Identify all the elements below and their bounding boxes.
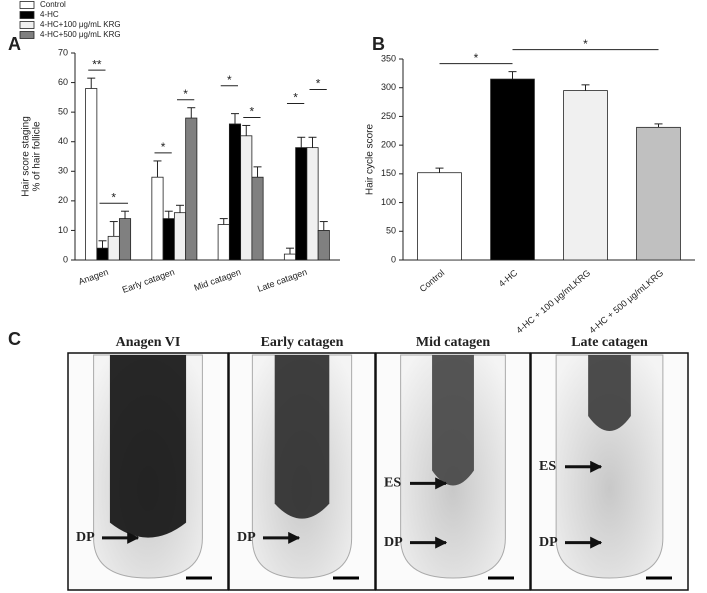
- panel-label: A: [8, 34, 21, 54]
- x-tick-label: Late catagen: [256, 267, 308, 294]
- y-tick-label: 150: [381, 168, 396, 178]
- marker-label: DP: [237, 530, 256, 545]
- hair-shaft: [432, 355, 474, 486]
- significance-label: *: [111, 190, 116, 204]
- x-tick-label: Control: [418, 268, 447, 294]
- x-tick-label: 4-HC: [497, 267, 520, 288]
- x-tick-label: Early catagen: [121, 267, 176, 295]
- y-tick-label: 70: [58, 47, 68, 57]
- bar: [217, 224, 230, 261]
- bar: [283, 253, 297, 261]
- follicle: [555, 354, 664, 579]
- y-tick-label: 20: [58, 195, 68, 205]
- legend-swatch: [19, 31, 35, 39]
- bar: [240, 135, 253, 261]
- significance-label: *: [183, 87, 188, 101]
- y-tick-label: 50: [58, 107, 68, 117]
- bar: [563, 90, 608, 261]
- x-tick-label: 4-HC + 500 μg/mLKRG: [587, 268, 665, 336]
- legend-label: Control: [40, 0, 66, 9]
- y-axis-label: % of hair follicle: [32, 121, 43, 191]
- bar: [173, 212, 187, 261]
- bar: [107, 235, 120, 261]
- marker-label: ES: [384, 476, 401, 491]
- legend-swatch: [19, 1, 35, 9]
- image-title: Mid catagen: [416, 335, 490, 350]
- y-tick-label: 0: [391, 254, 396, 264]
- y-tick-label: 50: [386, 226, 396, 236]
- significance-label: *: [583, 37, 588, 51]
- marker-label: DP: [539, 535, 558, 550]
- bar: [85, 88, 98, 261]
- y-tick-label: 10: [58, 225, 68, 235]
- y-axis-label: Hair cycle score: [365, 124, 376, 196]
- legend-swatch: [19, 11, 35, 19]
- x-tick-label: 4-HC + 100 μg/mLKRG: [514, 268, 592, 336]
- bar: [251, 176, 264, 261]
- bar: [162, 218, 175, 261]
- image-title: Anagen VI: [116, 335, 181, 350]
- significance-label: **: [92, 57, 102, 71]
- marker-label: ES: [539, 459, 556, 474]
- y-tick-label: 350: [381, 53, 396, 63]
- bar: [317, 230, 330, 261]
- significance-label: *: [227, 73, 232, 87]
- bar: [228, 123, 242, 261]
- y-tick-label: 200: [381, 140, 396, 150]
- panel-label: B: [372, 34, 385, 54]
- significance-label: *: [293, 91, 298, 105]
- legend-swatch: [19, 21, 35, 29]
- y-tick-label: 40: [58, 136, 68, 146]
- y-tick-label: 0: [63, 254, 68, 264]
- y-tick-label: 30: [58, 166, 68, 176]
- bar: [306, 147, 319, 261]
- significance-label: *: [250, 105, 255, 119]
- bar: [636, 126, 681, 261]
- significance-label: *: [316, 77, 321, 91]
- hair-shaft: [109, 355, 187, 538]
- hair-shaft: [274, 355, 330, 519]
- bar: [185, 117, 198, 261]
- marker-label: DP: [76, 530, 95, 545]
- bar: [96, 247, 109, 261]
- image-title: Early catagen: [261, 335, 344, 350]
- bar: [295, 147, 308, 261]
- legend-label: 4-HC+100 μg/mL KRG: [40, 20, 121, 29]
- significance-label: *: [474, 51, 479, 65]
- panel-label: C: [8, 329, 21, 349]
- bar: [417, 172, 462, 261]
- image-title: Late catagen: [571, 335, 648, 350]
- bar: [490, 78, 535, 261]
- x-tick-label: Anagen: [77, 267, 110, 287]
- significance-label: *: [161, 140, 166, 154]
- legend-label: 4-HC: [40, 10, 59, 19]
- bar: [151, 176, 164, 261]
- y-tick-label: 250: [381, 111, 396, 121]
- bar: [118, 218, 132, 261]
- legend-label: 4-HC+500 μg/mL KRG: [40, 30, 121, 39]
- hair-shaft: [588, 355, 631, 431]
- y-axis-label: Hair score staging: [21, 116, 32, 197]
- y-tick-label: 300: [381, 82, 396, 92]
- marker-label: DP: [384, 535, 403, 550]
- x-tick-label: Mid catagen: [193, 267, 242, 293]
- y-tick-label: 100: [381, 197, 396, 207]
- y-tick-label: 60: [58, 77, 68, 87]
